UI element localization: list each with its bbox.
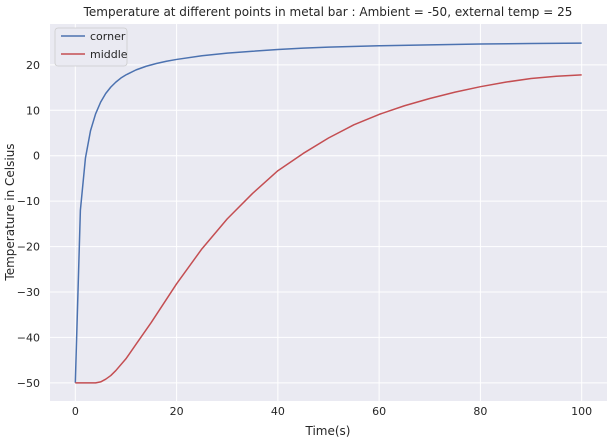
grid <box>50 24 607 401</box>
y-tick-label: 0 <box>33 150 40 163</box>
legend: corner middle <box>54 27 128 67</box>
series-line-corner <box>74 42 582 383</box>
x-tick-label: 20 <box>170 405 184 418</box>
series-group <box>74 42 582 384</box>
x-tick-label: 40 <box>271 405 285 418</box>
y-tick-label: −10 <box>17 195 40 208</box>
legend-label-middle: middle <box>90 48 128 61</box>
x-tick-label: 0 <box>72 405 79 418</box>
y-tick-label: −50 <box>17 377 40 390</box>
y-tick-label: −40 <box>17 331 40 344</box>
y-tick-label: 20 <box>26 59 40 72</box>
plot-area <box>50 24 607 401</box>
x-axis-label: Time(s) <box>305 424 351 438</box>
legend-box <box>54 27 128 67</box>
series-line-middle <box>75 74 582 384</box>
x-tick-label: 80 <box>473 405 487 418</box>
legend-label-corner: corner <box>90 30 126 43</box>
y-tick-label: −30 <box>17 286 40 299</box>
y-tick-label: 10 <box>26 104 40 117</box>
tick-labels: 0 20 40 60 80 100 −50 −40 −30 −20 −10 0 10 20 <box>17 59 592 418</box>
chart-title: Temperature at different points in metal… <box>83 5 573 19</box>
y-axis-label: Temperature in Celsius <box>3 143 17 281</box>
y-tick-label: −20 <box>17 241 40 254</box>
x-tick-label: 100 <box>571 405 592 418</box>
x-tick-label: 60 <box>372 405 386 418</box>
